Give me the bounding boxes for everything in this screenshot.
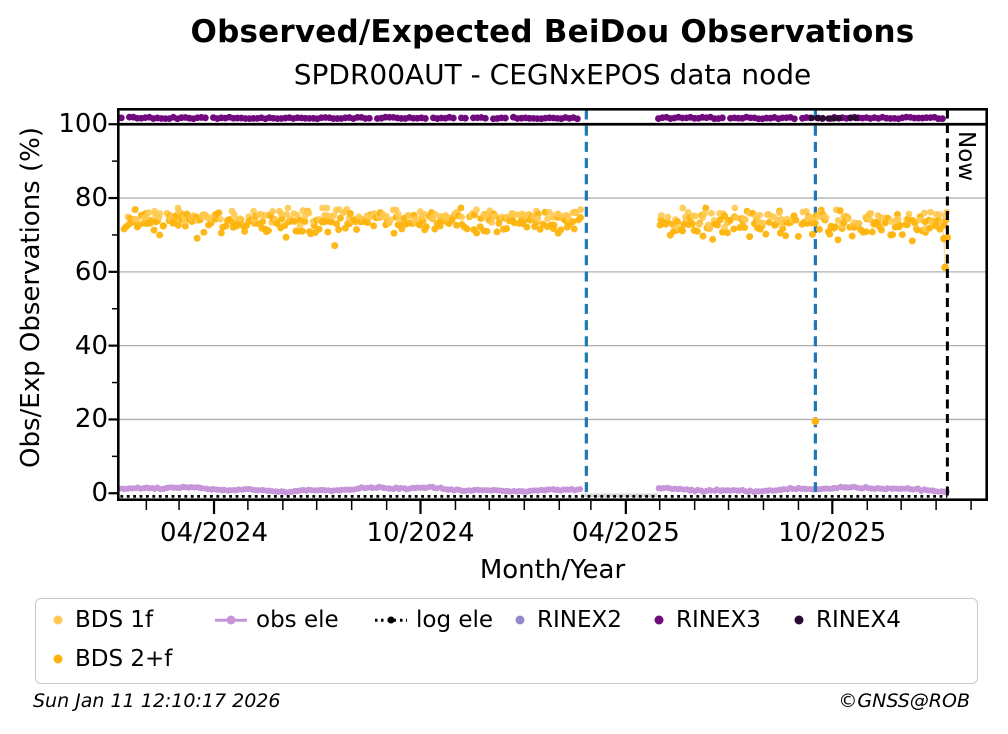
rinex2-marker-icon xyxy=(512,602,528,638)
outlier-connector xyxy=(941,223,946,268)
x-tick-label: 04/2024 xyxy=(160,518,269,548)
now-annotation: Now xyxy=(953,131,979,182)
y-tick-label: 0 xyxy=(91,478,108,509)
x-tick-label: 04/2025 xyxy=(571,518,680,548)
outlier-point xyxy=(811,417,820,426)
boundary-lines xyxy=(584,109,817,500)
log-ele-marker-icon xyxy=(375,602,407,638)
y-tick-label: 80 xyxy=(74,183,108,214)
legend-label: log ele xyxy=(416,607,494,633)
x-axis-label: Month/Year xyxy=(479,555,626,585)
chart-subtitle: SPDR00AUT - CEGNxEPOS data node xyxy=(293,58,812,91)
series-rinex3 xyxy=(117,113,946,123)
y-tick-label: 60 xyxy=(74,256,108,287)
chart-title: Observed/Expected BeiDou Observations xyxy=(190,14,915,50)
y-tick-label: 100 xyxy=(58,109,108,140)
series-bds-scatter xyxy=(120,204,952,426)
y-tick-label: 20 xyxy=(74,404,108,435)
legend-item-rinex4: RINEX4 xyxy=(791,602,901,638)
legend-item-obs-ele: obs ele xyxy=(215,602,339,638)
bds-2-f-marker-icon xyxy=(50,641,66,677)
credit-text: ©GNSS@ROB xyxy=(838,690,970,712)
y-tick-label: 40 xyxy=(74,330,108,361)
legend-item-rinex2: RINEX2 xyxy=(512,602,622,638)
legend-label: RINEX4 xyxy=(816,607,901,633)
rinex3-marker-icon xyxy=(651,602,667,638)
rinex4-marker-icon xyxy=(791,602,807,638)
x-tick-label: 10/2024 xyxy=(366,518,475,548)
obs-ele-marker-icon xyxy=(215,602,247,638)
legend-label: RINEX2 xyxy=(537,607,622,633)
series-rinex4 xyxy=(808,114,860,122)
series-obs-ele xyxy=(118,483,950,496)
bds-1f-marker-icon xyxy=(50,602,66,638)
legend-label: obs ele xyxy=(256,607,339,633)
legend-item-log-ele: log ele xyxy=(375,602,493,638)
legend-item-rinex3: RINEX3 xyxy=(651,602,761,638)
x-tick-label: 10/2025 xyxy=(778,518,887,548)
gridlines xyxy=(118,197,987,421)
legend-box: BDS 1f obs ele log ele RINEX2 RINEX3 RINEX4 BD… xyxy=(35,598,978,684)
plot-border xyxy=(117,108,989,501)
legend-label: BDS 2+f xyxy=(75,646,173,672)
axis-ticks xyxy=(108,123,972,514)
legend-label: RINEX3 xyxy=(676,607,761,633)
legend-item-bds-2-f: BDS 2+f xyxy=(50,641,172,677)
legend-item-bds-1f: BDS 1f xyxy=(50,602,153,638)
timestamp-text: Sun Jan 11 12:10:17 2026 xyxy=(33,690,281,712)
legend-label: BDS 1f xyxy=(75,607,154,633)
